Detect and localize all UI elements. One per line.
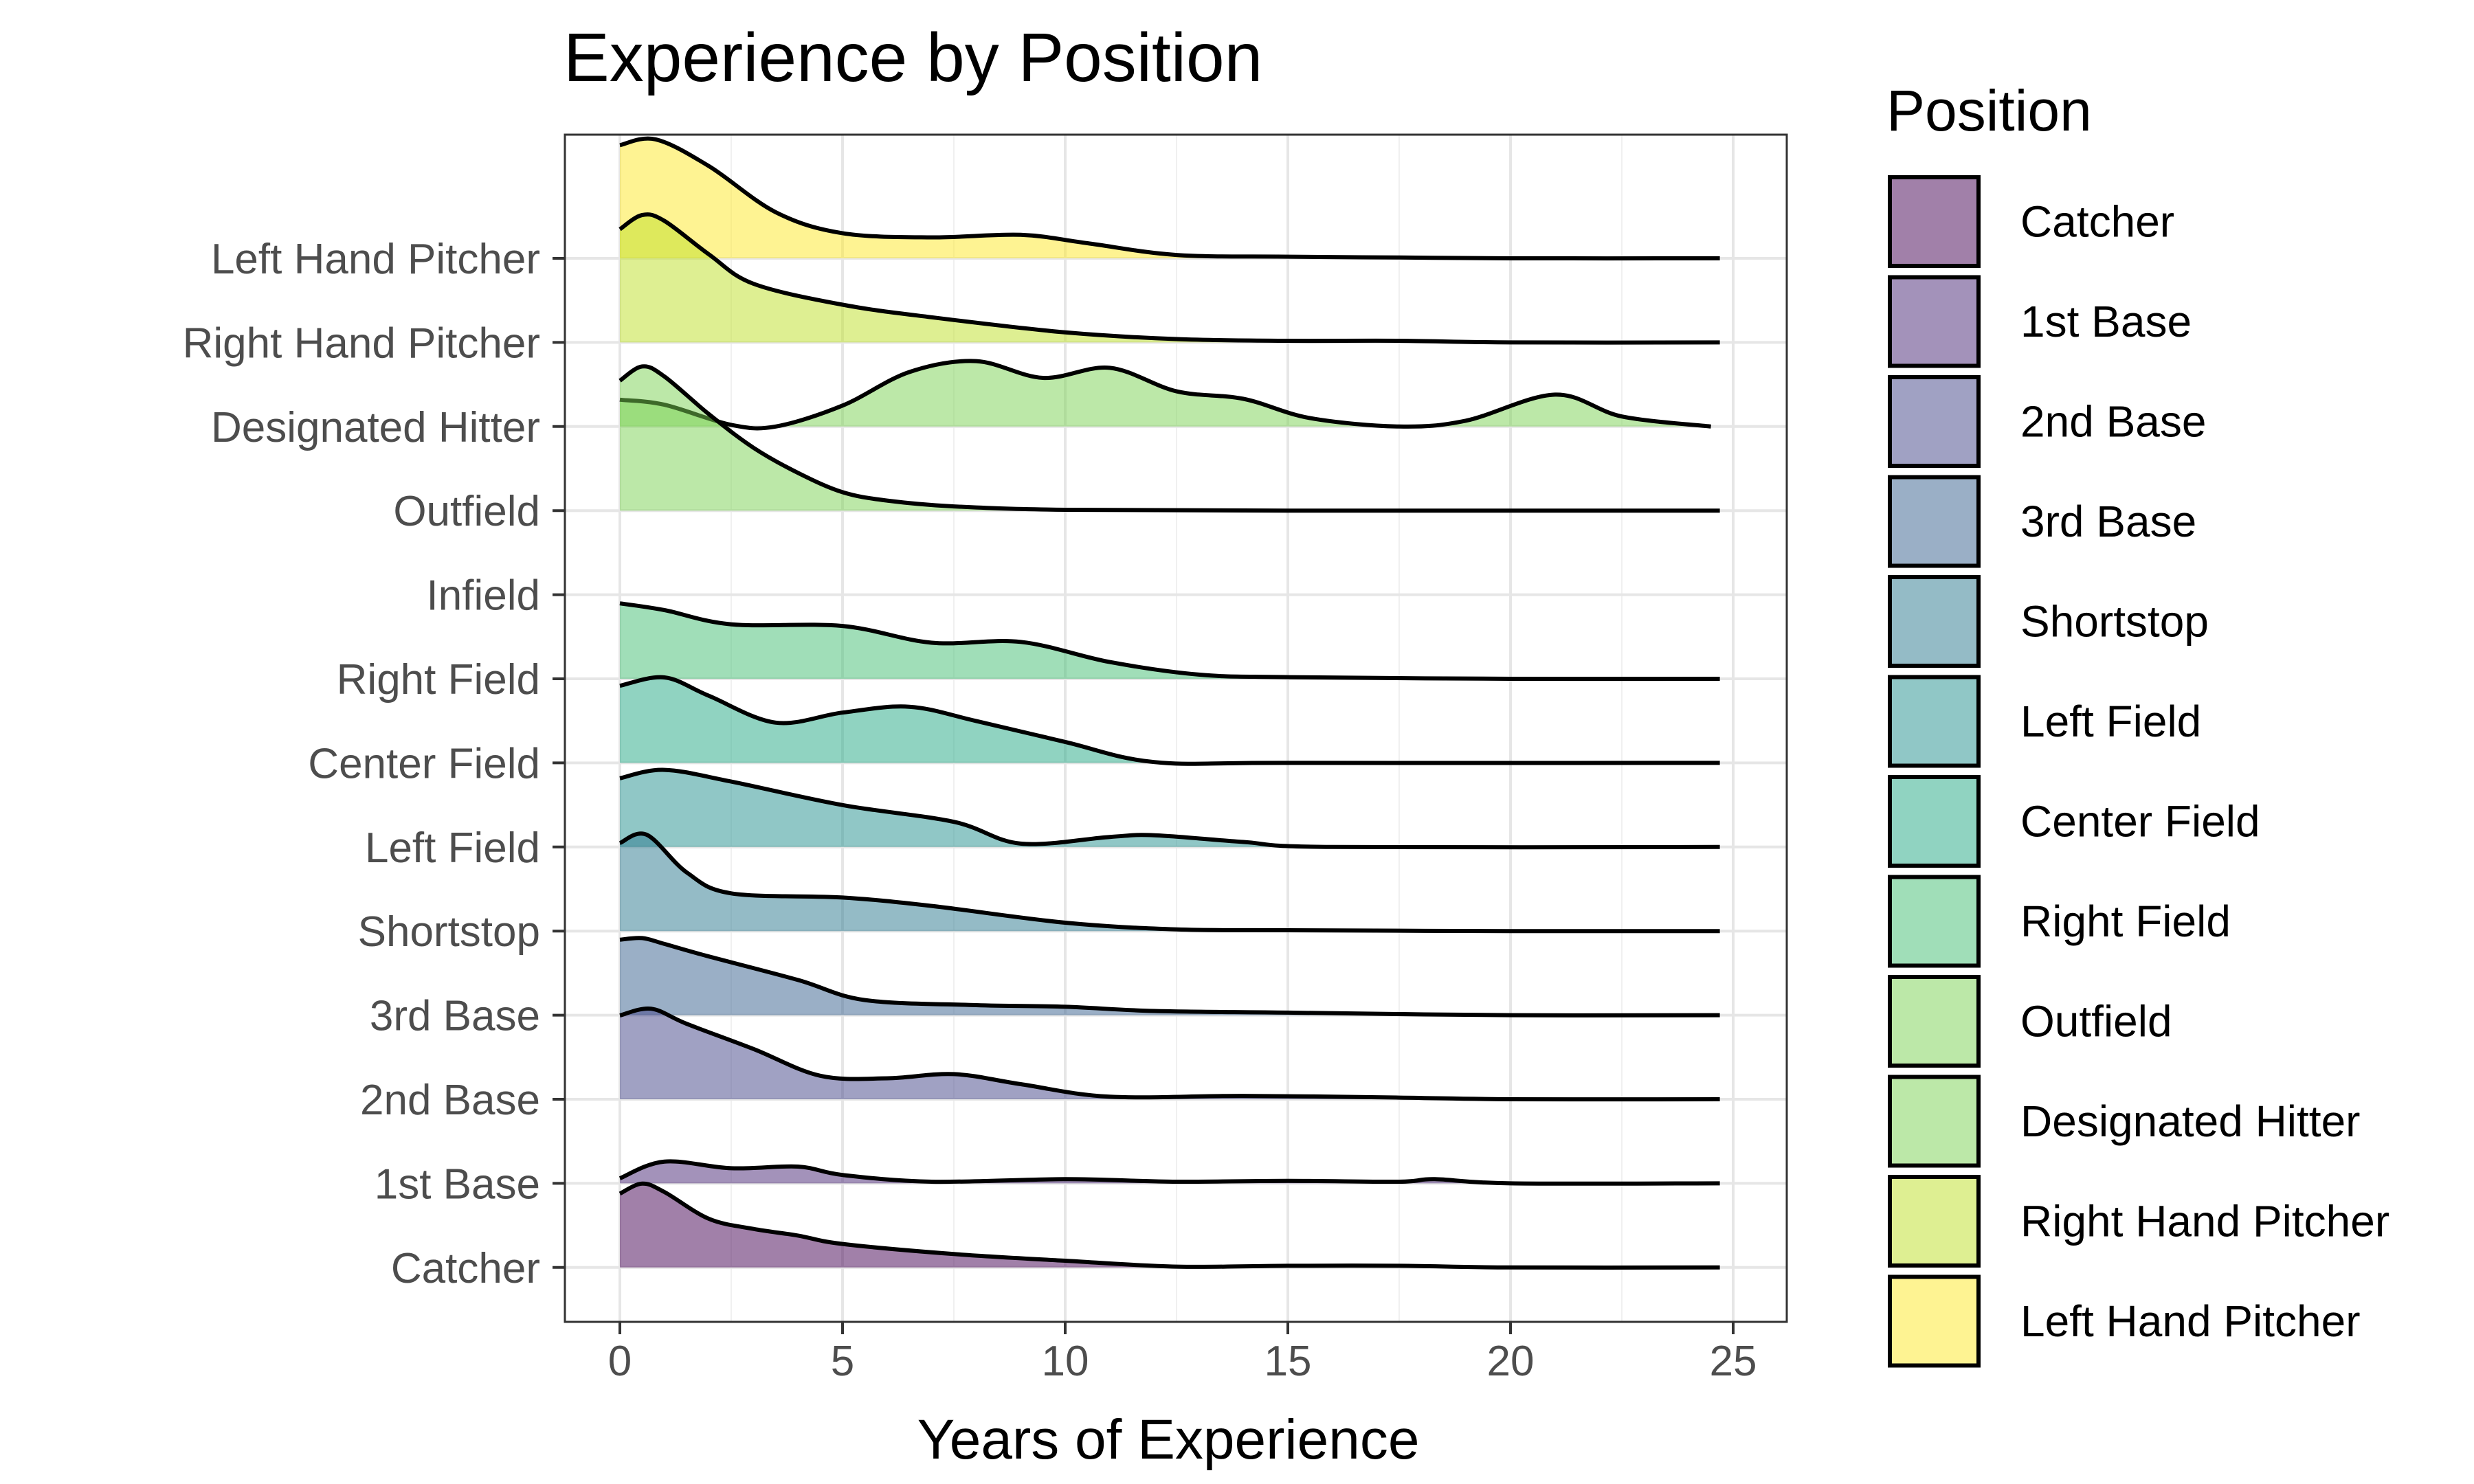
ridge-area-3rd-base <box>620 938 1720 1015</box>
ridge-line-2nd-base <box>619 1006 1720 1102</box>
y-tick-label: Designated Hitter <box>211 404 540 451</box>
ridge-line-1st-base <box>618 1159 1720 1186</box>
legend-label: 1st Base <box>2020 297 2192 346</box>
ridge-area-right-hand-pitcher <box>620 214 1720 343</box>
y-tick-label: 3rd Base <box>370 993 540 1040</box>
y-tick-label: Infield <box>427 572 540 620</box>
legend-key <box>1888 275 1981 368</box>
ridge-line-designated-hitter <box>619 359 1711 431</box>
legend-key <box>1888 475 1981 568</box>
x-tick-label: 10 <box>1042 1338 1089 1385</box>
y-tick-label: Outfield <box>393 488 540 535</box>
panel-border <box>564 133 1788 1323</box>
legend-label: Left Field <box>2020 697 2201 746</box>
ridge-line-3rd-base <box>619 936 1720 1018</box>
plot-panel: Catcher 1st Base 2nd Base 3rd Base Shortstop… <box>183 133 1788 1385</box>
x-tick-label: 15 <box>1264 1338 1312 1385</box>
y-tick-label: Center Field <box>308 740 540 787</box>
y-tick-label: 1st Base <box>375 1160 540 1208</box>
legend-title: Position <box>1886 78 2092 143</box>
ridge-area-2nd-base <box>620 1008 1720 1100</box>
chart-title: Experience by Position <box>564 19 1262 96</box>
ridge-area-catcher <box>620 1183 1720 1268</box>
legend-key <box>1888 775 1981 868</box>
x-tick-label: 20 <box>1487 1338 1535 1385</box>
ridge-line-left-hand-pitcher <box>619 136 1720 261</box>
y-tick-label: Catcher <box>391 1245 540 1292</box>
ridge-line-left-field <box>619 767 1720 850</box>
legend-key <box>1888 375 1981 468</box>
legend-label: 2nd Base <box>2020 397 2206 447</box>
x-tick-label: 25 <box>1710 1338 1757 1385</box>
legend-label: Designated Hitter <box>2020 1097 2360 1146</box>
y-tick-label: 2nd Base <box>360 1077 540 1124</box>
ridge-line-right-hand-pitcher <box>618 212 1720 345</box>
legend-label: Shortstop <box>2020 597 2209 647</box>
ridge-area-1st-base <box>620 1161 1720 1184</box>
y-tick-label: Right Field <box>337 656 540 704</box>
legend-key <box>1888 175 1981 268</box>
ridge-line-right-field <box>619 601 1720 682</box>
ridge-area-left-field <box>620 769 1720 848</box>
ridge-line-center-field <box>619 675 1720 766</box>
legend-label: Center Field <box>2020 797 2260 846</box>
y-tick-label: Left Field <box>365 824 540 872</box>
ridge-line-outfield <box>618 364 1720 513</box>
x-tick-label: 5 <box>831 1338 854 1385</box>
ridge-area-outfield <box>620 366 1720 511</box>
ridge-line-catcher <box>618 1181 1720 1270</box>
legend-key <box>1888 575 1981 668</box>
ridge-area-center-field <box>620 677 1720 764</box>
legend-label: Right Field <box>2020 897 2231 946</box>
legend-label: Right Hand Pitcher <box>2020 1197 2389 1246</box>
legend: Position Catcher 1st Base 2nd Base 3rd Base… <box>1886 78 2389 1368</box>
ridge-area-left-hand-pitcher <box>620 138 1720 259</box>
y-tick-label: Left Hand Pitcher <box>211 236 540 283</box>
legend-key <box>1888 875 1981 968</box>
legend-label: Catcher <box>2020 197 2174 247</box>
ridge-area-shortstop <box>620 833 1720 932</box>
legend-key <box>1888 675 1981 768</box>
x-tick-label: 0 <box>608 1338 632 1385</box>
legend-label: 3rd Base <box>2020 497 2196 546</box>
x-axis-title: Years of Experience <box>917 1408 1420 1471</box>
legend-key <box>1888 1274 1981 1368</box>
legend-key <box>1888 1175 1981 1268</box>
ridge-area-right-field <box>620 603 1720 679</box>
legend-label: Left Hand Pitcher <box>2020 1296 2361 1346</box>
y-tick-label: Shortstop <box>358 908 540 956</box>
legend-key <box>1888 975 1981 1068</box>
ridge-line-shortstop <box>618 831 1720 934</box>
ridge-area-designated-hitter <box>620 361 1711 429</box>
legend-label: Outfield <box>2020 997 2172 1046</box>
legend-key <box>1888 1075 1981 1168</box>
y-tick-label: Right Hand Pitcher <box>183 319 540 367</box>
